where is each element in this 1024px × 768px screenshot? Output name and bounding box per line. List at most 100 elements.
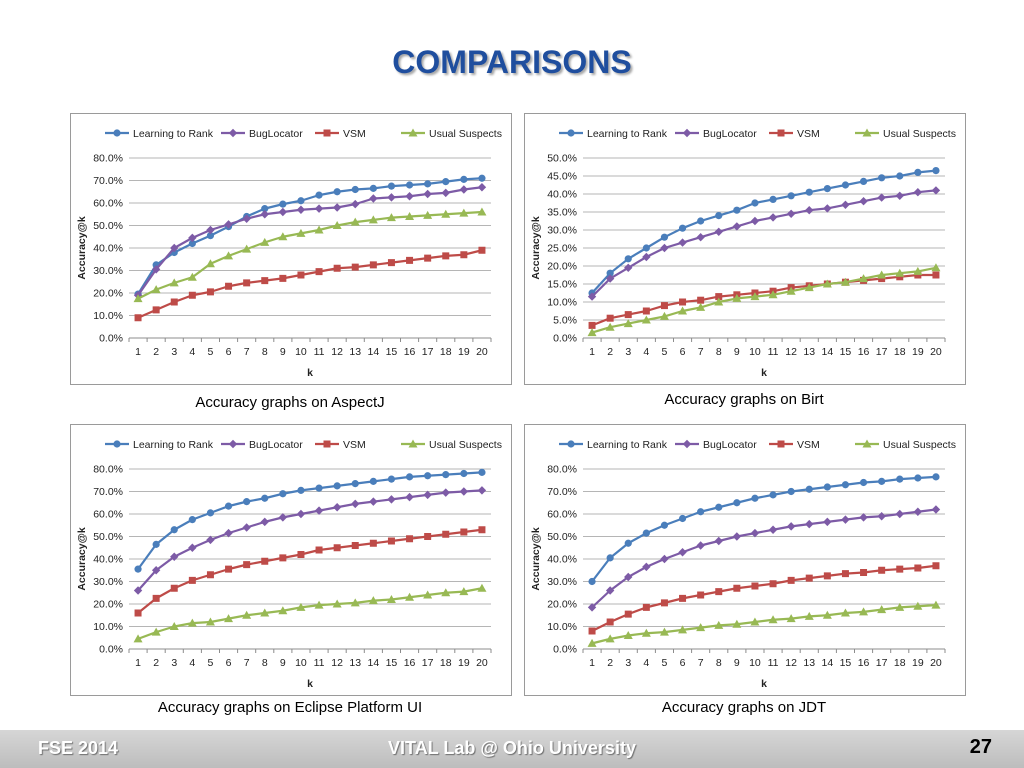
chart-caption-eclipse: Accuracy graphs on Eclipse Platform UI	[157, 699, 423, 716]
x-tick-label: 3	[625, 346, 631, 358]
chart-jdt: Learning to Rank BugLocator VSM Usual Suspe…	[530, 439, 956, 690]
data-point	[260, 517, 269, 527]
data-point	[406, 535, 414, 543]
data-point	[624, 263, 633, 272]
x-tick-label: 10	[749, 657, 761, 669]
data-point	[350, 598, 360, 607]
data-point	[660, 302, 668, 310]
x-tick-label: 12	[785, 657, 797, 669]
y-tick-label: 40.0%	[547, 554, 577, 566]
data-point	[406, 256, 414, 264]
legend-item-vsm: VSM	[315, 439, 366, 451]
data-point	[859, 274, 869, 283]
footer-lab: VITAL Lab @ Ohio University	[388, 738, 636, 758]
data-point	[786, 614, 796, 623]
y-tick-label: 10.0%	[93, 621, 123, 633]
data-point	[296, 602, 306, 611]
data-point	[134, 565, 142, 573]
y-axis-title: Accuracy@k	[76, 216, 88, 280]
x-tick-label: 5	[662, 346, 668, 358]
legend-marker	[862, 128, 872, 137]
data-point	[133, 634, 143, 643]
legend-item-usual-suspects: Usual Suspects	[855, 439, 956, 451]
series-line	[137, 489, 483, 592]
data-point	[278, 232, 288, 241]
chart-aspectj: Learning to Rank BugLocator VSM Usual Suspe…	[76, 128, 502, 379]
legend-label: Usual Suspects	[883, 439, 956, 451]
legend-label: Usual Suspects	[429, 128, 502, 140]
data-point	[386, 213, 396, 222]
data-point	[605, 634, 615, 643]
data-point	[877, 193, 886, 202]
data-point	[840, 608, 850, 617]
data-point	[642, 603, 650, 611]
x-tick-label: 14	[822, 657, 834, 669]
x-tick-label: 14	[368, 657, 380, 669]
data-point	[787, 192, 795, 200]
x-tick-label: 14	[822, 346, 834, 358]
data-point	[732, 619, 742, 628]
legend-item-learning-to-rank: Learning to Rank	[105, 128, 214, 140]
data-point	[913, 601, 923, 610]
data-point	[477, 486, 487, 495]
data-point	[624, 311, 632, 319]
data-point	[387, 182, 396, 190]
data-point	[751, 582, 759, 590]
chart-panel-jdt: Learning to Rank BugLocator VSM Usual Suspe…	[524, 424, 966, 696]
data-point	[387, 259, 395, 267]
legend-marker	[567, 440, 575, 448]
series-learning-to-rank	[588, 167, 940, 297]
y-tick-label: 70.0%	[547, 486, 577, 498]
chart-birt: Learning to Rank BugLocator VSM Usual Suspe…	[530, 128, 956, 379]
legend-marker	[777, 440, 785, 448]
x-tick-label: 4	[643, 657, 649, 669]
y-axis-title: Accuracy@k	[76, 527, 88, 591]
data-point	[169, 278, 179, 287]
y-tick-label: 40.0%	[93, 243, 123, 255]
legend-label: BugLocator	[249, 128, 303, 140]
data-point	[206, 571, 214, 579]
data-point	[224, 220, 233, 229]
data-point	[369, 184, 377, 192]
data-point	[477, 183, 487, 192]
data-point	[895, 268, 905, 277]
series-usual-suspects	[587, 263, 941, 337]
data-point	[588, 321, 596, 329]
data-point	[588, 577, 596, 586]
x-axis-title: k	[761, 367, 767, 379]
data-point	[351, 499, 360, 509]
data-point	[188, 516, 196, 524]
series-buglocator	[133, 183, 487, 300]
x-tick-label: 1	[589, 657, 595, 669]
y-tick-label: 10.0%	[547, 621, 577, 633]
data-point	[732, 293, 742, 302]
legend-marker	[682, 128, 692, 138]
legend-item-vsm: VSM	[769, 439, 820, 451]
y-tick-label: 50.0%	[93, 220, 123, 232]
x-axis-title: k	[307, 678, 313, 690]
y-tick-label: 45.0%	[547, 171, 577, 183]
y-tick-label: 10.0%	[93, 310, 123, 322]
data-point	[424, 180, 432, 188]
data-point	[696, 623, 706, 632]
data-point	[424, 533, 432, 540]
data-point	[697, 508, 705, 516]
chart-eclipse: Learning to Rank BugLocator VSM Usual Suspe…	[76, 439, 502, 690]
data-point	[260, 608, 270, 617]
x-tick-label: 19	[458, 657, 470, 669]
data-point	[715, 293, 723, 301]
data-point	[169, 622, 179, 630]
data-point	[188, 239, 196, 248]
data-point	[859, 177, 868, 185]
legend-item-usual-suspects: Usual Suspects	[401, 128, 502, 140]
data-point	[460, 175, 468, 183]
data-point	[659, 311, 669, 320]
data-point	[660, 521, 669, 529]
x-tick-label: 1	[135, 346, 141, 358]
data-point	[896, 273, 904, 281]
x-tick-label: 1	[135, 657, 141, 669]
legend-item-buglocator: BugLocator	[221, 128, 303, 140]
footer-conference: FSE 2014	[38, 738, 119, 758]
data-point	[170, 584, 178, 592]
data-point	[368, 596, 378, 605]
